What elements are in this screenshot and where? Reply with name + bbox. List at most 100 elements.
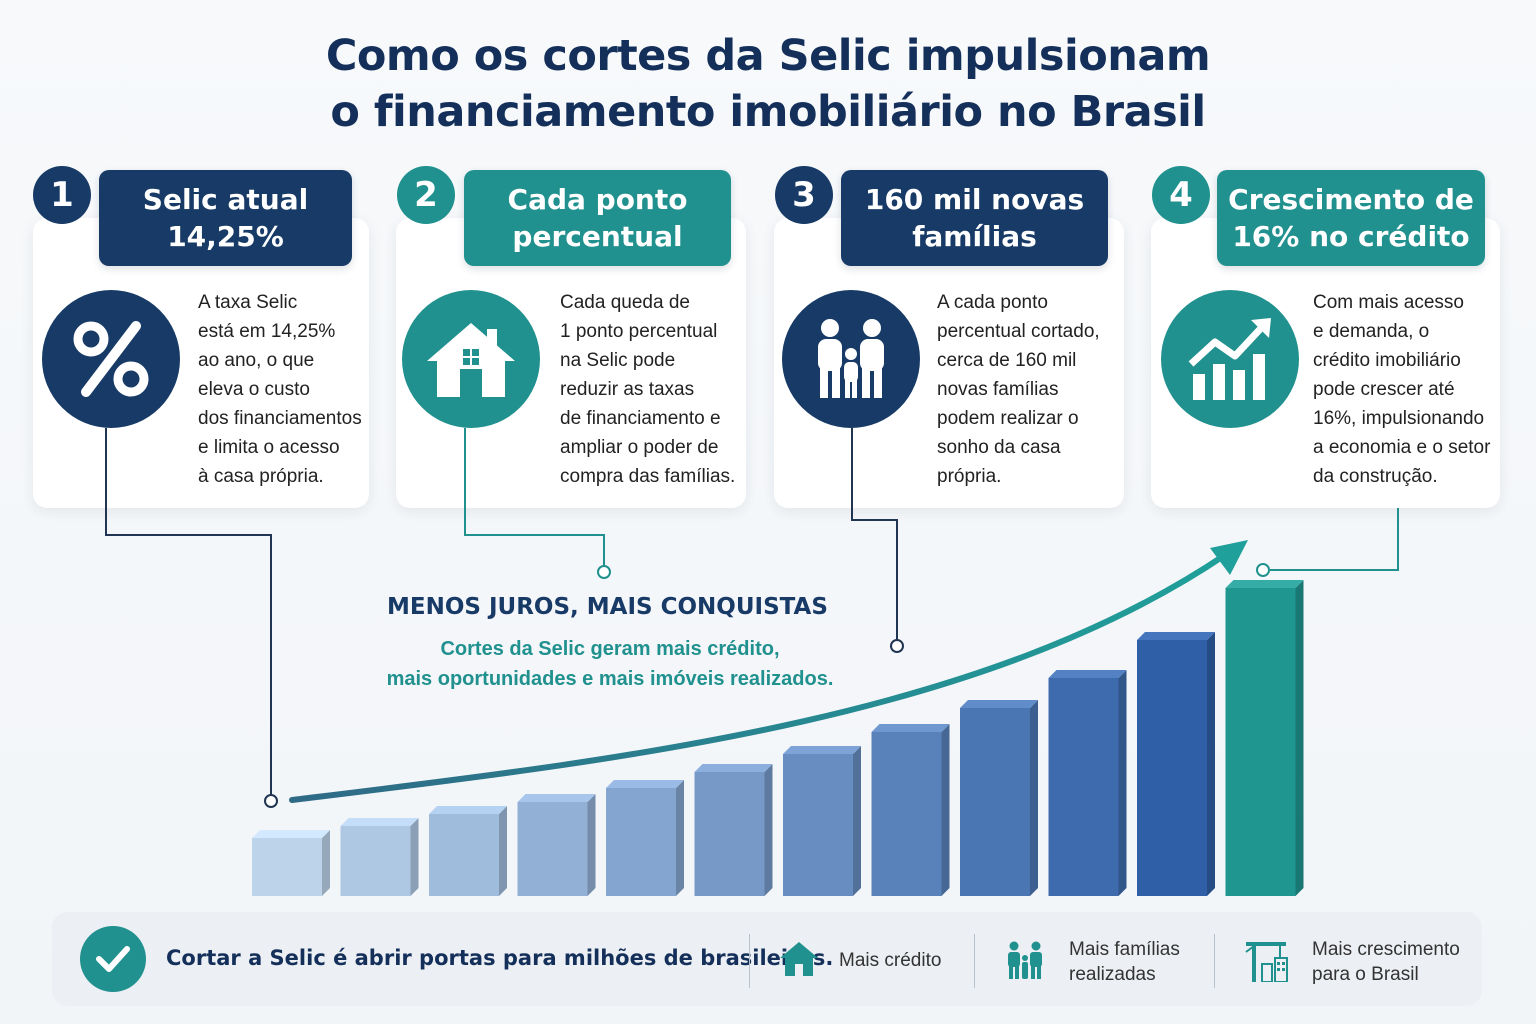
title-line-1: Como os cortes da Selic impulsionam <box>325 31 1211 81</box>
footer-item-1: Mais crédito <box>839 948 941 973</box>
step-4-text-line: e demanda, o <box>1313 321 1430 342</box>
step-heading-2-line-2: percentual <box>512 220 683 253</box>
step-3-text-line: podem realizar o <box>937 408 1079 429</box>
growth-bar-top <box>1137 632 1215 640</box>
step-heading-1: Selic atual 14,25% <box>99 170 352 266</box>
growth-bar-side <box>1207 632 1215 896</box>
growth-bar-side <box>587 794 596 896</box>
step-2-text-line: 1 ponto percentual <box>560 321 718 342</box>
step-1-text-line: ao ano, o que <box>198 350 315 371</box>
growth-bar-side <box>1118 670 1127 896</box>
growth-bar <box>606 780 684 896</box>
growth-bar-top <box>340 818 419 826</box>
growth-bar-front <box>429 814 499 896</box>
step-3-text-line: sonho da casa <box>937 437 1061 458</box>
step-2-text-line: de financiamento e <box>560 408 721 429</box>
connector-line-1 <box>105 428 272 800</box>
house-icon <box>402 290 540 428</box>
step-heading-2-line-1: Cada ponto <box>507 183 688 216</box>
footer-item-3-line-1: Mais crescimento <box>1312 939 1460 960</box>
footer-divider <box>1214 934 1215 988</box>
growth-bar-side <box>853 746 861 896</box>
family-icon <box>782 290 920 428</box>
connector-node-2 <box>597 565 611 579</box>
growth-bar-front <box>1048 678 1119 896</box>
step-1-text-line: está em 14,25% <box>198 321 336 342</box>
middle-subtitle-line-1: Cortes da Selic geram mais crédito, <box>440 638 780 660</box>
footer-item-3: Mais crescimento para o Brasil <box>1312 937 1460 987</box>
step-4-text-line: crédito imobiliário <box>1313 350 1461 371</box>
step-heading-3-line-1: 160 mil novas <box>864 183 1085 216</box>
step-1-text-line: à casa própria. <box>198 466 324 487</box>
step-2-text-line: Cada queda de <box>560 292 690 313</box>
growth-bar-side <box>676 780 684 896</box>
step-4-text-line: pode crescer até <box>1313 379 1455 400</box>
connector-line-4 <box>1270 508 1399 571</box>
middle-subtitle-line-2: mais oportunidades e mais imóveis realiz… <box>386 668 834 690</box>
step-heading-3-line-2: famílias <box>912 220 1037 253</box>
step-2-text-line: reduzir as taxas <box>560 379 695 400</box>
growth-bar-side <box>1295 580 1304 896</box>
growth-bar <box>960 700 1038 896</box>
family-icon <box>1004 940 1046 985</box>
growth-bar <box>340 818 419 896</box>
step-text-3: A cada ponto percentual cortado, cerca d… <box>937 288 1100 491</box>
growth-bars <box>252 580 1304 896</box>
growth-bar-top <box>517 794 596 802</box>
growth-bar-front <box>606 788 676 896</box>
step-heading-4-line-2: 16% no crédito <box>1232 220 1470 253</box>
growth-bar-side <box>764 764 773 896</box>
growth-bar-front <box>783 754 853 896</box>
title-line-2: o financiamento imobiliário no Brasil <box>330 87 1206 137</box>
connector-node-3 <box>890 639 904 653</box>
growth-bar-top <box>606 780 684 788</box>
growth-bar <box>1048 670 1127 896</box>
step-number-3: 3 <box>775 166 833 224</box>
growth-bar-top <box>871 724 950 732</box>
footer-divider <box>749 934 750 988</box>
step-4-text-line: a economia e o setor <box>1313 437 1491 458</box>
growth-bar <box>1225 580 1304 896</box>
growth-bar <box>871 724 950 896</box>
step-text-4: Com mais acesso e demanda, o crédito imo… <box>1313 288 1490 491</box>
growth-bar-front <box>252 838 322 896</box>
middle-heading: MENOS JUROS, MAIS CONQUISTAS <box>387 594 828 620</box>
percent-icon <box>42 290 180 428</box>
check-icon <box>80 926 146 992</box>
step-heading-1-line-2: 14,25% <box>167 220 284 253</box>
step-4-text-line: da construção. <box>1313 466 1438 487</box>
step-2-text-line: compra das famílias. <box>560 466 736 487</box>
connector-line-2 <box>464 428 605 566</box>
step-heading-1-line-1: Selic atual <box>142 183 309 216</box>
connector-line-3 <box>851 428 898 640</box>
step-number-2: 2 <box>397 166 455 224</box>
growth-bar-front <box>340 826 411 896</box>
step-text-2: Cada queda de 1 ponto percentual na Seli… <box>560 288 735 491</box>
growth-bar-top <box>1225 580 1304 588</box>
footer-item-3-line-2: para o Brasil <box>1312 964 1419 985</box>
footer-bar <box>52 912 1482 1006</box>
step-number-4: 4 <box>1152 166 1210 224</box>
connector-node-1 <box>264 794 278 808</box>
step-heading-4-line-1: Crescimento de <box>1228 183 1474 216</box>
growth-bar-front <box>1137 640 1207 896</box>
growth-bar-side <box>941 724 950 896</box>
growth-bar-top <box>252 830 330 838</box>
page-title: Como os cortes da Selic impulsionam o fi… <box>0 28 1536 140</box>
trend-arrow-line <box>289 552 1228 803</box>
growth-bar <box>694 764 773 896</box>
growth-bar-front <box>517 802 588 896</box>
growth-bar-side <box>1030 700 1038 896</box>
step-4-text-line: 16%, impulsionando <box>1313 408 1485 429</box>
step-3-text-line: percentual cortado, <box>937 321 1100 342</box>
step-1-text-line: e limita o acesso <box>198 437 340 458</box>
footer-item-2-line-2: realizadas <box>1069 964 1156 985</box>
connector-node-4 <box>1256 563 1270 577</box>
step-heading-3: 160 mil novas famílias <box>841 170 1108 266</box>
growth-bar <box>252 830 330 896</box>
step-1-text-line: dos financiamentos <box>198 408 362 429</box>
step-2-text-line: na Selic pode <box>560 350 676 371</box>
crane-icon <box>1244 938 1290 987</box>
growth-bar-front <box>1225 588 1296 896</box>
growth-bar-top <box>1048 670 1127 678</box>
